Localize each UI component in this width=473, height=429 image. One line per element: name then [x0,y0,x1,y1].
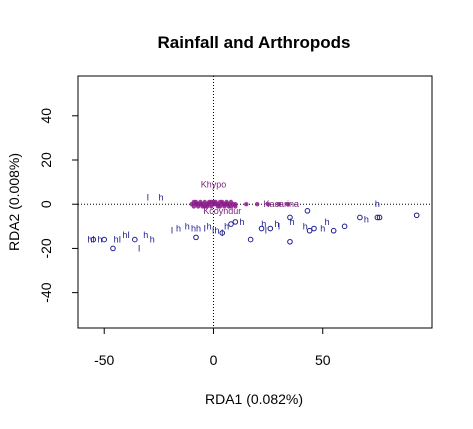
site-point [330,227,337,234]
y-axis: -40 -20 0 20 40 [38,108,79,303]
site-label: I [147,193,150,203]
site-label: I [138,243,141,253]
site-point [228,221,234,227]
site-label: h [325,217,330,227]
species-point [209,199,214,205]
site-label: Ih [212,226,220,236]
site-label: hI [114,235,122,245]
species-point [195,204,201,209]
y-tick-label: -40 [38,282,54,302]
x-tick-label: -50 [94,352,114,368]
site-point [306,227,313,234]
species-point [204,204,210,209]
site-label: h [261,219,266,229]
site-point [287,214,293,221]
site-label: h [207,221,212,231]
species-point [233,204,238,209]
site-label: h [185,221,190,231]
species-point [226,202,231,207]
site-label: hI [122,230,130,240]
site-point [357,214,363,221]
site-label: h [290,217,295,227]
site-point [374,214,381,221]
site-label: h [150,235,155,245]
species-point [265,202,271,207]
site-point [287,238,293,245]
site-point [247,236,254,243]
site-label: h [274,219,279,229]
site-point [193,234,199,241]
species-label: Kacarina [263,199,299,209]
site-label: I [221,228,224,238]
site-label: h [176,224,181,234]
y-axis-title: RDA2 (0.008%) [6,153,22,251]
site-label: h [364,215,369,225]
x-axis-title: RDA1 (0.082%) [205,391,303,407]
site-label: I [203,224,206,234]
site-label: h [159,193,164,203]
site-point [413,212,420,219]
site-label: h [143,230,148,240]
species-point [244,202,249,207]
y-tick-label: 20 [38,152,54,168]
site-point [232,219,239,225]
species-point [254,202,260,207]
site-label: I [265,226,268,236]
chart-title: Rainfall and Arthropods [158,33,351,52]
species-point [191,199,197,205]
site-point [376,214,383,221]
site-label: h [239,217,244,227]
x-axis: -50 0 50 [94,327,331,368]
site-point [90,236,97,243]
site-point [101,236,108,243]
site-point [311,225,317,232]
site-point [304,208,311,214]
species-point [213,199,218,205]
species-point [285,202,290,207]
site-point [258,225,265,232]
site-label: h [303,221,308,231]
species-point [200,202,205,207]
x-tick-label: 50 [315,352,331,368]
x-tick-label: 0 [210,352,218,368]
site-label: I [278,221,281,231]
species-label: Khypo [201,179,227,189]
species-point [220,202,225,207]
site-label: h [97,235,102,245]
y-tick-label: 40 [38,108,54,124]
site-point [267,225,274,232]
y-tick-label: -20 [38,238,54,258]
site-label: hI [87,235,95,245]
site-label: I [171,226,174,236]
species-label: Kcoyndur [203,206,241,216]
site-label: h [320,224,325,234]
site-point [132,236,138,243]
site-label: hh [191,224,201,234]
species-point [276,202,282,207]
site-point [110,245,116,252]
species-layer: Khypo Kacarina Kcoyndur [189,179,299,216]
site-point [341,223,348,230]
site-label: h [375,199,380,209]
y-tick-label: 0 [38,200,54,208]
site-point [219,230,226,236]
species-point [215,204,221,209]
site-label: h [224,221,229,231]
